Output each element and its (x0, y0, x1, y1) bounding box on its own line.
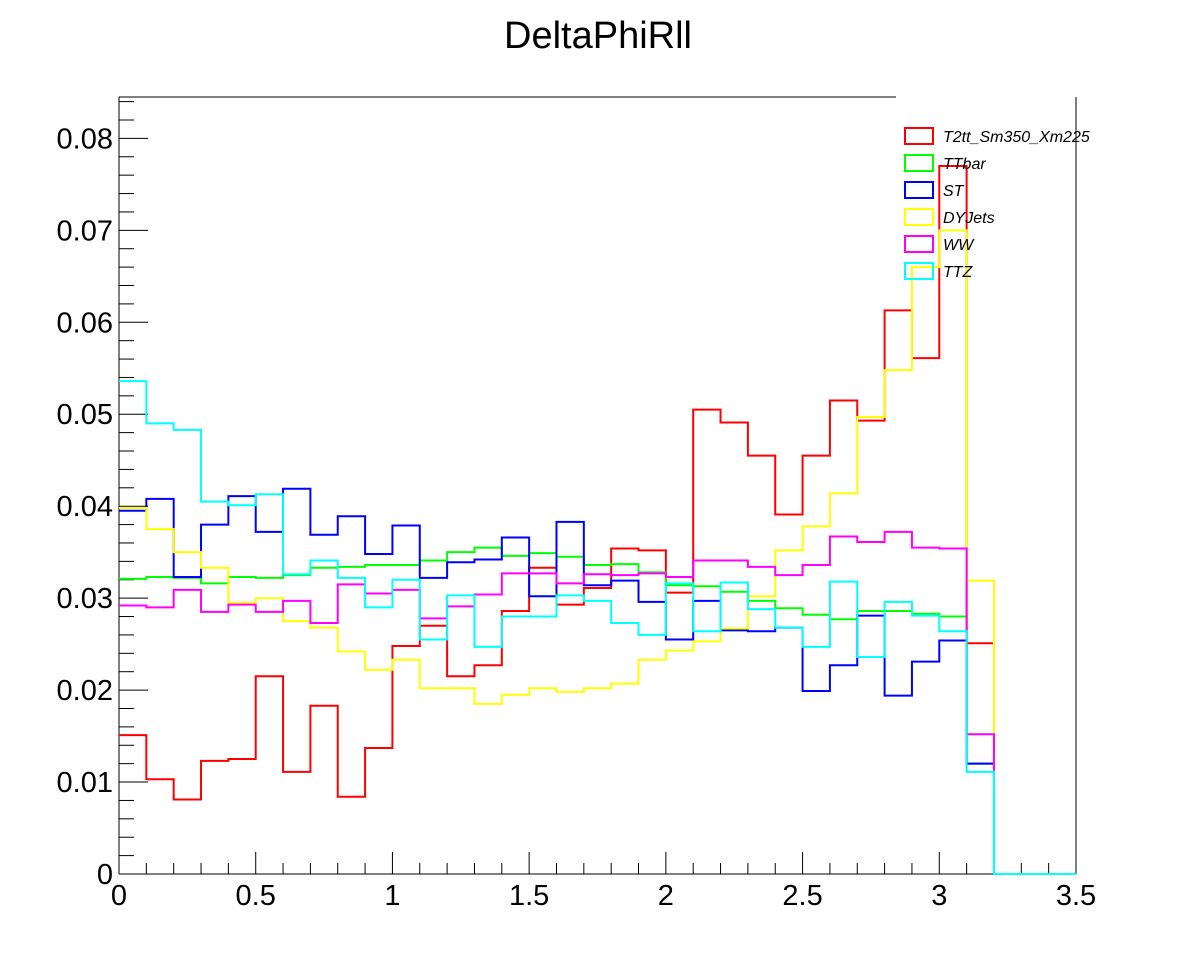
series-line (119, 546, 1076, 875)
y-tick-label: 0.02 (57, 675, 113, 707)
legend-item: DYJets (904, 208, 995, 227)
x-tick-label: 1 (384, 880, 400, 912)
legend-label: TTZ (943, 264, 974, 281)
legend-item: WW (904, 235, 975, 254)
x-tick-label: 0 (111, 880, 127, 912)
series-st (119, 487, 1076, 875)
y-tick-label: 0.01 (57, 767, 113, 799)
series-ww (119, 530, 1076, 875)
series-line (119, 380, 1076, 875)
axes: 0 0.5 1 1.5 2 2.5 3 3.5 0 0.01 0.02 0.03 0.04 0.05 0.0… (57, 96, 1096, 912)
series-ttz (119, 380, 1076, 875)
y-tick-label: 0.08 (57, 123, 113, 155)
y-tick-label: 0.04 (57, 491, 113, 523)
legend-label: TTbar (943, 156, 986, 173)
series-line (119, 487, 1076, 875)
series-dyjets (119, 229, 1076, 875)
series-ttbar (119, 546, 1076, 875)
legend-swatch (904, 154, 934, 172)
x-tick-label: 2.5 (782, 880, 822, 912)
legend: T2tt_Sm350_Xm225 TTbar ST DYJets WW TTZ (904, 127, 1090, 281)
legend-label: T2tt_Sm350_Xm225 (943, 129, 1090, 146)
legend-swatch (904, 181, 934, 199)
series-line (119, 229, 1076, 875)
legend-label: WW (943, 237, 975, 254)
legend-label: ST (943, 183, 965, 200)
y-tick-label: 0 (97, 859, 113, 891)
legend-swatch (904, 208, 934, 226)
x-tick-label: 3.5 (1056, 880, 1096, 912)
legend-item: T2tt_Sm350_Xm225 (904, 127, 1090, 146)
legend-item: TTZ (904, 262, 974, 281)
series-group (119, 164, 1076, 875)
legend-item: ST (904, 181, 965, 200)
legend-swatch (904, 262, 934, 280)
legend-label: DYJets (943, 210, 995, 227)
legend-swatch (904, 235, 934, 253)
x-tick-label: 3 (931, 880, 947, 912)
series-line (119, 530, 1076, 875)
x-tick-label: 0.5 (236, 880, 276, 912)
y-tick-label: 0.06 (57, 307, 113, 339)
x-tick-label: 1.5 (509, 880, 549, 912)
legend-swatch (904, 127, 934, 145)
chart-title: DeltaPhiRll (504, 15, 692, 57)
y-tick-label: 0.07 (57, 215, 113, 247)
legend-item: TTbar (904, 154, 986, 173)
y-tick-label: 0.03 (57, 583, 113, 615)
x-tick-label: 2 (658, 880, 674, 912)
y-tick-label: 0.05 (57, 399, 113, 431)
